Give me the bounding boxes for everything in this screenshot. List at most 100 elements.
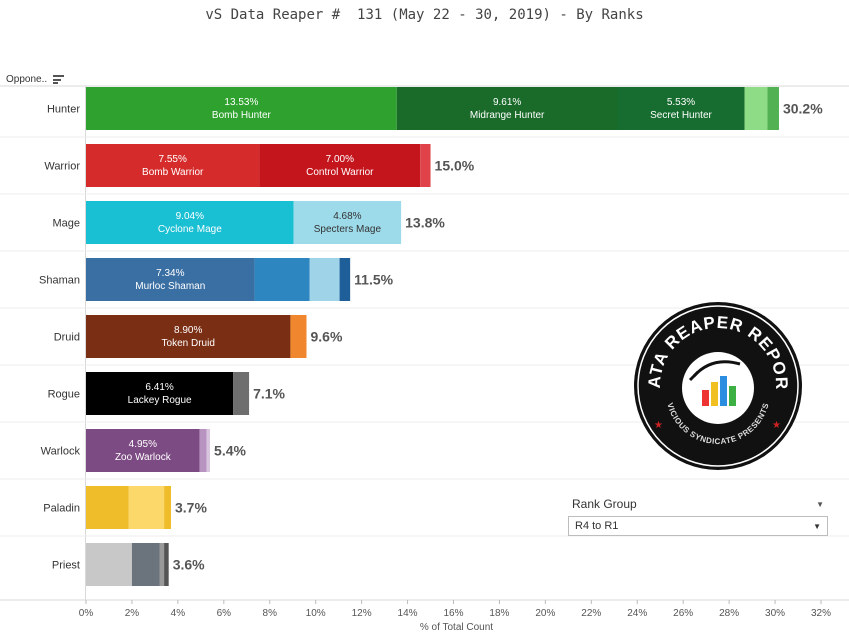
segment-archetype-label: Secret Hunter: [650, 110, 712, 121]
x-tick-label: 20%: [535, 608, 555, 619]
bar-segment[interactable]: [86, 201, 294, 244]
bar-segment[interactable]: [86, 543, 132, 586]
x-tick-label: 8%: [263, 608, 278, 619]
segment-value-label: 5.53%: [667, 97, 695, 108]
bar-segment[interactable]: [420, 144, 431, 187]
svg-text:★: ★: [772, 420, 781, 431]
total-label: 30.2%: [783, 101, 823, 117]
x-tick-label: 28%: [719, 608, 739, 619]
bar-segment[interactable]: [128, 486, 165, 529]
x-tick-label: 6%: [217, 608, 232, 619]
bar-segment[interactable]: [233, 372, 250, 415]
total-label: 5.4%: [214, 443, 246, 459]
x-tick-label: 30%: [765, 608, 785, 619]
total-label: 13.8%: [405, 215, 445, 231]
segment-archetype-label: Token Druid: [162, 338, 215, 349]
bar-segment[interactable]: [290, 315, 307, 358]
class-label: Mage: [52, 218, 80, 230]
chevron-down-icon[interactable]: ▼: [813, 521, 821, 531]
bar-segment[interactable]: [744, 87, 768, 130]
bar-segment[interactable]: [396, 87, 618, 130]
total-label: 3.7%: [175, 500, 207, 516]
x-tick-label: 22%: [581, 608, 601, 619]
x-tick-label: 4%: [171, 608, 186, 619]
class-label: Paladin: [43, 503, 80, 515]
total-label: 3.6%: [173, 557, 205, 573]
class-label: Rogue: [48, 389, 80, 401]
total-label: 11.5%: [354, 272, 393, 288]
x-tick-label: 14%: [398, 608, 418, 619]
class-label: Warrior: [44, 161, 80, 173]
rank-group-filter: Rank Group ▼ R4 to R1 ▼: [568, 496, 828, 536]
bar-segment[interactable]: [131, 543, 160, 586]
x-tick-label: 10%: [306, 608, 326, 619]
bar-segment[interactable]: [86, 372, 234, 415]
x-axis-label: % of Total Count: [420, 622, 493, 633]
total-label: 9.6%: [311, 329, 343, 345]
segment-archetype-label: Specters Mage: [314, 224, 382, 235]
bar-segment[interactable]: [86, 258, 255, 301]
bar-segment[interactable]: [86, 144, 260, 187]
segment-archetype-label: Murloc Shaman: [135, 281, 205, 292]
bar-segment[interactable]: [159, 543, 165, 586]
opponent-column-header[interactable]: Oppone..: [6, 74, 65, 85]
segment-value-label: 4.95%: [129, 439, 157, 450]
bar-segment[interactable]: [617, 87, 745, 130]
bar-segment[interactable]: [86, 429, 200, 472]
chart-title: vS Data Reaper # 131 (May 22 - 30, 2019)…: [205, 7, 644, 23]
rank-group-dropdown[interactable]: R4 to R1 ▼: [568, 516, 828, 536]
segment-value-label: 8.90%: [174, 325, 202, 336]
segment-archetype-label: Midrange Hunter: [470, 110, 545, 121]
segment-value-label: 7.00%: [326, 154, 354, 165]
segment-value-label: 9.04%: [176, 211, 204, 222]
bar-segment[interactable]: [254, 258, 310, 301]
x-tick-label: 24%: [627, 608, 647, 619]
class-label: Hunter: [47, 104, 80, 116]
bar-segment[interactable]: [86, 486, 129, 529]
total-label: 7.1%: [253, 386, 285, 402]
bar-segment[interactable]: [206, 429, 211, 472]
panel-menu-caret-icon[interactable]: ▼: [816, 499, 824, 509]
bar-segment[interactable]: [259, 144, 421, 187]
bar-segment[interactable]: [86, 315, 291, 358]
bar-segment[interactable]: [293, 201, 402, 244]
x-tick-label: 12%: [352, 608, 372, 619]
segment-value-label: 13.53%: [224, 97, 258, 108]
rank-group-selected: R4 to R1: [575, 520, 619, 532]
bar-segment[interactable]: [767, 87, 779, 130]
segment-value-label: 6.41%: [145, 382, 173, 393]
total-label: 15.0%: [435, 158, 475, 174]
x-tick-label: 0%: [79, 608, 94, 619]
x-tick-label: 32%: [811, 608, 831, 619]
segment-archetype-label: Zoo Warlock: [115, 452, 172, 463]
segment-archetype-label: Lackey Rogue: [128, 395, 192, 406]
segment-archetype-label: Cyclone Mage: [158, 224, 222, 235]
x-tick-label: 26%: [673, 608, 693, 619]
segment-value-label: 7.55%: [159, 154, 187, 165]
class-label: Shaman: [39, 275, 80, 287]
bar-segment[interactable]: [309, 258, 340, 301]
svg-text:★: ★: [654, 420, 663, 431]
bar-segment[interactable]: [164, 543, 169, 586]
class-label: Warlock: [41, 446, 81, 458]
segment-archetype-label: Bomb Warrior: [142, 167, 204, 178]
segment-value-label: 7.34%: [156, 268, 184, 279]
class-label: Priest: [52, 560, 80, 572]
data-reaper-report-logo: DATA REAPER REPORT VICIOUS SYNDICATE PRE…: [632, 300, 802, 470]
sort-icon[interactable]: [53, 75, 65, 84]
rank-group-label: Rank Group: [572, 497, 637, 511]
x-tick-label: 16%: [443, 608, 463, 619]
bar-segment[interactable]: [339, 258, 351, 301]
segment-archetype-label: Bomb Hunter: [212, 110, 272, 121]
opponent-header-label: Oppone..: [6, 74, 48, 85]
bar-segment[interactable]: [86, 87, 397, 130]
bar-segment[interactable]: [164, 486, 171, 529]
class-label: Druid: [54, 332, 80, 344]
x-tick-label: 2%: [125, 608, 140, 619]
segment-value-label: 9.61%: [493, 97, 521, 108]
segment-value-label: 4.68%: [333, 211, 361, 222]
segment-archetype-label: Control Warrior: [306, 167, 374, 178]
bar-segment[interactable]: [199, 429, 207, 472]
x-tick-label: 18%: [489, 608, 509, 619]
